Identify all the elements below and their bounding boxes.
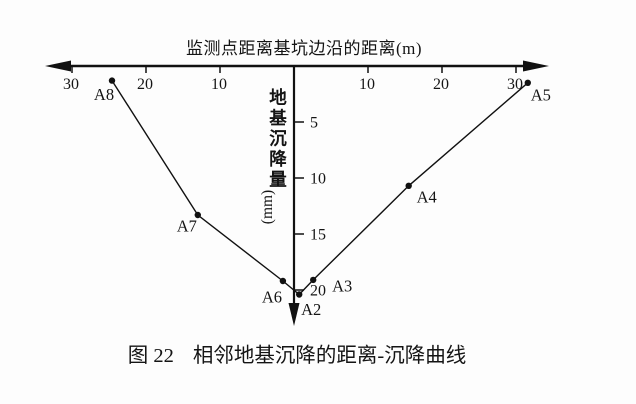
data-point-marker <box>108 77 116 84</box>
data-point-label: A4 <box>417 187 437 206</box>
y-axis-label: 地 基 沉 降 量 (mm) <box>259 88 287 225</box>
x-axis-tick-label: 10 <box>211 76 227 93</box>
data-point-label: A8 <box>94 85 114 104</box>
x-axis-tick-label: 30 <box>63 76 79 93</box>
data-point-label: A6 <box>262 288 282 307</box>
figure-caption-number: 图 22 <box>128 345 174 367</box>
y-axis-tick-label: 20 <box>310 283 326 300</box>
data-point-marker <box>524 79 531 87</box>
y-axis-label-char: 降 <box>269 149 287 169</box>
data-point-label: A5 <box>531 85 551 104</box>
data-point-marker <box>310 276 317 284</box>
data-point-label: A2 <box>301 300 321 319</box>
y-axis-tick-label: 10 <box>310 171 326 188</box>
settlement-polyline <box>111 80 529 296</box>
y-axis-label-char: 基 <box>268 108 287 128</box>
x-axis-right-arrow-icon <box>523 60 549 72</box>
y-axis-label-char: 沉 <box>269 129 287 149</box>
x-axis-tick-label: 20 <box>137 76 153 93</box>
x-axis-tick-label: 30 <box>507 76 523 93</box>
data-point-label: A7 <box>177 217 197 236</box>
data-point-marker <box>194 211 201 219</box>
y-axis-label-char: 量 <box>269 170 287 190</box>
y-axis-tick-label: 5 <box>310 115 318 132</box>
x-axis-title: 监测点距离基坑边沿的距离(m) <box>186 39 422 58</box>
y-axis-label-char: 地 <box>269 88 287 108</box>
y-axis-unit: (mm) <box>259 190 276 224</box>
data-point-marker <box>296 291 303 298</box>
axes-group: 30 20 10 10 20 30 5 10 15 20 <box>45 60 549 326</box>
data-point-marker <box>279 277 287 285</box>
figure-caption: 图 22 相邻地基沉降的距离-沉降曲线 <box>128 344 466 367</box>
y-axis-down-arrow-icon <box>288 303 300 326</box>
y-axis-tick-label: 15 <box>310 227 326 244</box>
x-axis-tick-label: 20 <box>433 76 449 93</box>
x-axis-tick-label: 10 <box>359 76 375 93</box>
settlement-curve-group: A8 A7 A6 A2 A3 A4 A5 <box>94 77 551 319</box>
data-point-marker <box>405 182 412 189</box>
data-point-label: A3 <box>332 276 352 295</box>
x-axis-left-arrow-icon <box>45 60 71 72</box>
figure-caption-title: 相邻地基沉降的距离-沉降曲线 <box>193 344 466 367</box>
